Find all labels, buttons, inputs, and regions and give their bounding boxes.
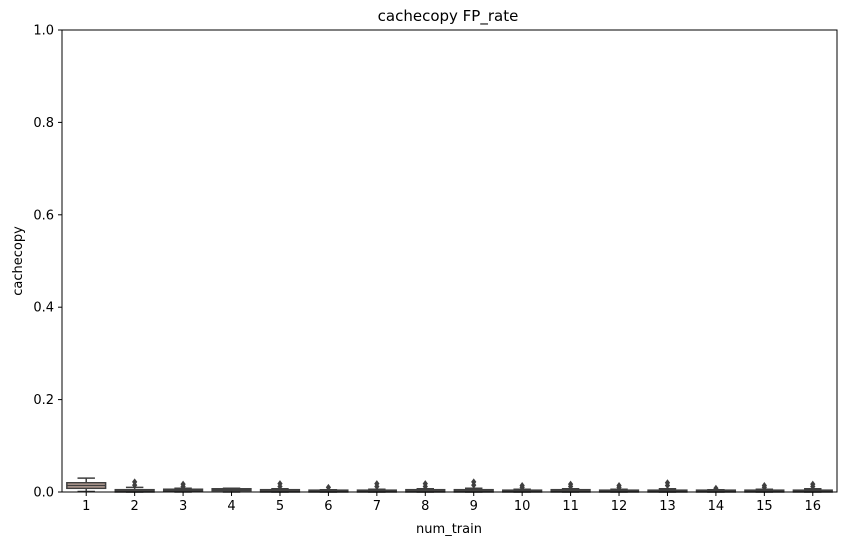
x-tick-label: 15: [756, 499, 773, 514]
box-12: [598, 482, 640, 493]
box-14: [695, 484, 737, 493]
outlier-point: [277, 480, 283, 488]
chart-title: cachecopy FP_rate: [378, 7, 519, 26]
outlier-point: [713, 484, 719, 492]
outlier-point: [519, 482, 525, 490]
outlier-point: [810, 480, 816, 488]
x-axis: 1 2 3 4 5 6 7 8 9 10 11 12 13 14 15 16: [82, 492, 821, 514]
y-axis: 0.0 0.2 0.4 0.6 0.8 1.0: [33, 24, 62, 501]
y-axis-label: cachecopy: [11, 226, 26, 296]
box-3: [162, 480, 204, 493]
outlier-point: [374, 480, 380, 488]
outlier-point: [567, 480, 574, 488]
y-tick-label: 0.4: [33, 301, 54, 316]
x-tick-label: 14: [708, 499, 725, 514]
box-16: [792, 480, 833, 493]
box-5: [259, 480, 301, 493]
outlier-point: [325, 483, 332, 491]
y-tick-label: 0.0: [33, 486, 54, 501]
y-tick-label: 0.2: [33, 393, 54, 408]
x-axis-label: num_train: [416, 522, 482, 537]
x-tick-label: 8: [421, 499, 429, 514]
y-tick-label: 1.0: [33, 24, 54, 39]
plot-frame: [61, 29, 838, 493]
x-tick-label: 2: [131, 499, 139, 514]
box-8: [405, 480, 446, 493]
box-4: [211, 487, 252, 493]
plot-area: [66, 477, 833, 493]
y-tick-label: 0.6: [33, 208, 54, 223]
outlier-point: [761, 482, 767, 490]
box-9: [453, 478, 494, 493]
box-6: [308, 483, 349, 493]
box-1: [66, 477, 107, 493]
outlier-point: [471, 478, 477, 486]
outlier-point: [616, 482, 622, 490]
x-tick-label: 4: [227, 499, 235, 514]
x-tick-label: 3: [179, 499, 187, 514]
x-tick-label: 10: [514, 499, 531, 514]
box-2: [114, 478, 155, 493]
x-tick-label: 6: [324, 499, 332, 514]
outlier-point: [132, 478, 138, 486]
x-tick-label: 12: [611, 499, 628, 514]
box-11: [550, 480, 591, 493]
x-tick-label: 13: [659, 499, 676, 514]
box-15: [744, 482, 785, 493]
outlier-point: [422, 480, 428, 488]
y-tick-label: 0.8: [33, 116, 54, 131]
x-tick-label: 7: [373, 499, 381, 514]
x-tick-label: 16: [805, 499, 822, 514]
x-tick-label: 5: [276, 499, 284, 514]
box-13: [647, 479, 688, 493]
box-10: [502, 482, 543, 493]
outlier-point: [180, 480, 186, 488]
outlier-point: [664, 479, 671, 487]
x-tick-label: 11: [562, 499, 579, 514]
x-tick-label: 1: [82, 499, 90, 514]
x-tick-label: 9: [470, 499, 478, 514]
box-7: [356, 480, 397, 493]
